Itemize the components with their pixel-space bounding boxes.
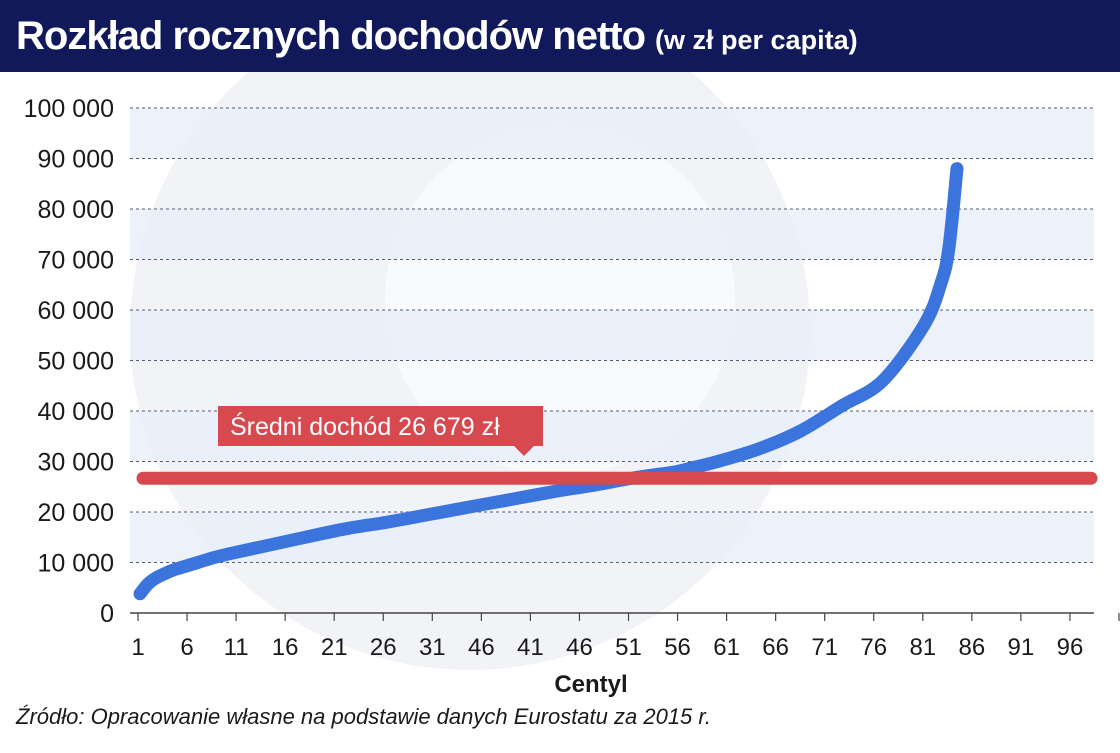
gridlines [130,107,1094,563]
x-tick-label: 56 [664,634,691,661]
mean-label-pointer [514,446,534,456]
x-tick-label: 11 [224,634,249,661]
chart-title: Rozkład rocznych dochodów netto [16,13,646,58]
y-tick-label: 60 000 [38,297,114,325]
x-axis-ticks: 1 6 11 16 21 26 31 46 41 46 51 56 61 66 71 76 81 86 91 96 [131,613,1120,661]
background-band [130,108,1094,159]
x-tick-label: 1 [131,634,144,661]
background-band [130,209,1094,260]
x-tick-label: 86 [958,634,985,661]
x-tick-label: 71 [811,634,838,661]
x-tick-label: 61 [713,634,740,661]
series-layer [133,162,964,601]
y-tick-label: 80 000 [38,196,114,224]
x-tick-label: 66 [762,634,789,661]
x-axis-label: Centyl [554,671,627,698]
y-tick-label: 30 000 [38,449,114,477]
y-tick-label: 50 000 [38,348,114,376]
series-line-income [133,162,964,601]
mean-label-box [218,406,543,446]
x-tick-label: 46 [566,634,593,661]
y-tick-label: 10 000 [38,550,114,578]
y-tick-label: 100 000 [24,95,114,123]
x-tick-label: 6 [180,634,193,661]
y-axis-ticks: 0 10 000 20 000 30 000 40 000 50 000 60 000 70 … [24,95,114,628]
background-band [130,512,1094,563]
background-band [130,310,1094,361]
mean-label-text: Średni dochód 26 679 zł [230,411,500,441]
y-tick-label: 70 000 [38,247,114,275]
mean-layer: Średni dochód 26 679 zł [136,406,1098,485]
x-tick-label: 31 [419,634,446,661]
x-tick-label: 41 [517,634,544,661]
background-bands [130,108,1094,563]
chart-subtitle: (w zł per capita) [655,24,858,55]
x-tick-label: 81 [909,634,936,661]
x-tick-label: 16 [272,634,299,661]
x-tick-label: 46 [468,634,495,661]
x-tick-label: 51 [615,634,642,661]
x-tick-label: 21 [321,634,348,661]
y-tick-label: 40 000 [38,398,114,426]
header-bar: Rozkład rocznych dochodów netto (w zł pe… [0,0,1120,72]
y-tick-label: 20 000 [38,499,114,527]
x-tick-label: 26 [370,634,397,661]
y-tick-label: 90 000 [38,146,114,174]
x-tick-label: 96 [1057,634,1084,661]
y-tick-label: 0 [100,600,114,628]
source-note: Źródło: Opracowanie własne na podstawie … [16,704,712,729]
x-tick-label: 76 [860,634,887,661]
x-tick-label: 91 [1008,634,1035,661]
